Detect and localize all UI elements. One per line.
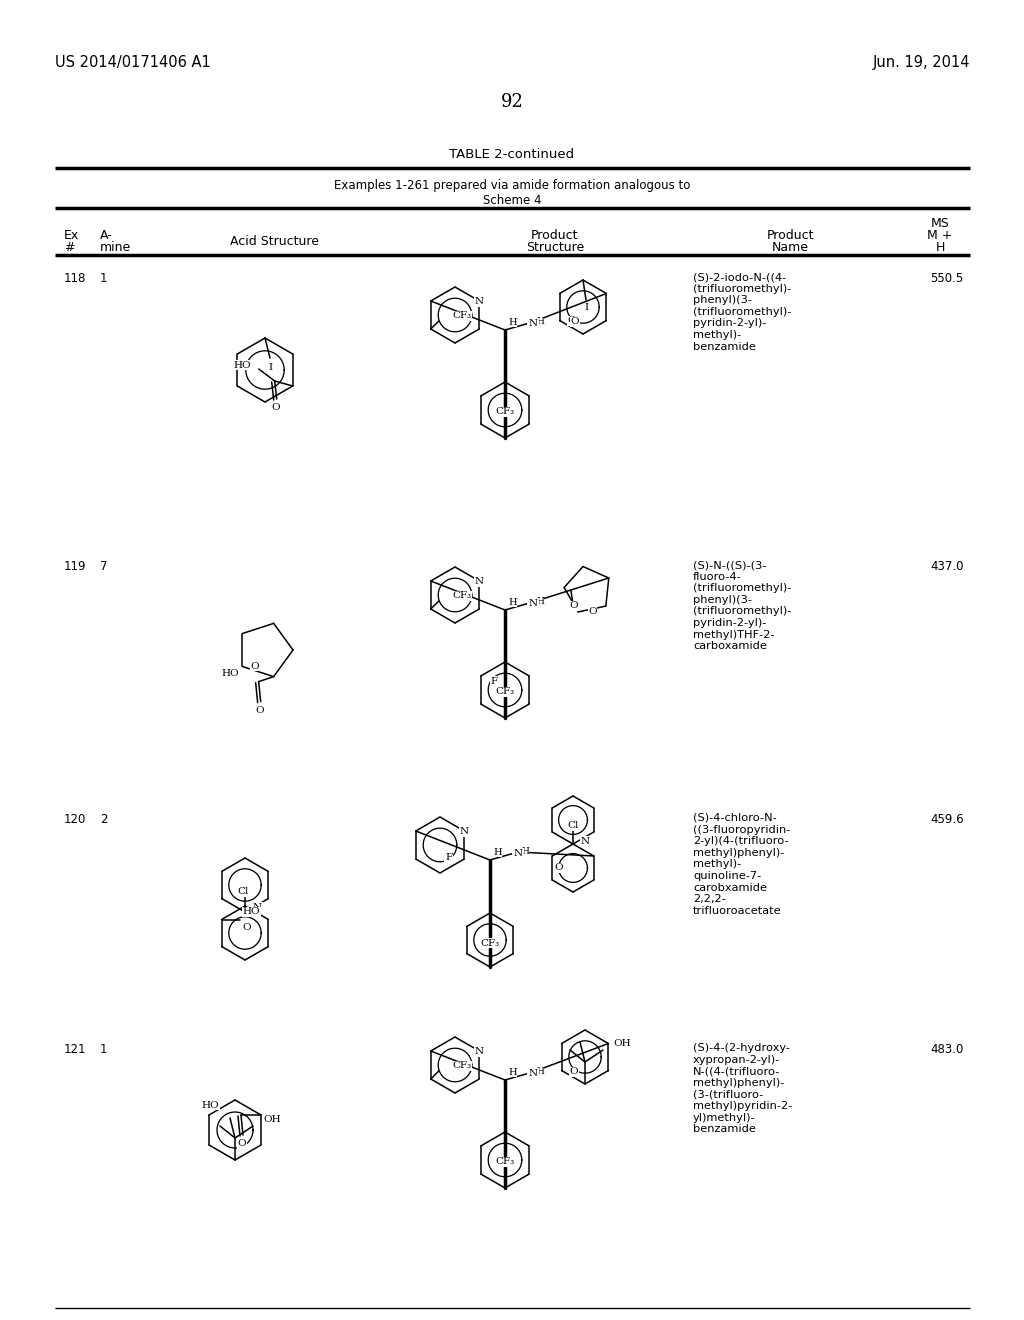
Text: MS: MS bbox=[931, 216, 949, 230]
Text: 550.5: 550.5 bbox=[930, 272, 964, 285]
Text: OH: OH bbox=[263, 1115, 281, 1125]
Text: (S)-4-(2-hydroxy-
xypropan-2-yl)-
N-((4-(trifluoro-
methyl)phenyl)-
(3-(trifluor: (S)-4-(2-hydroxy- xypropan-2-yl)- N-((4-… bbox=[693, 1043, 793, 1134]
Text: HO: HO bbox=[243, 908, 260, 916]
Text: Product: Product bbox=[766, 228, 814, 242]
Text: H: H bbox=[493, 847, 502, 857]
Text: H: H bbox=[508, 1068, 517, 1077]
Text: O: O bbox=[243, 923, 251, 932]
Text: Product: Product bbox=[531, 228, 579, 242]
Text: Scheme 4: Scheme 4 bbox=[482, 194, 542, 207]
Text: CF₃: CF₃ bbox=[453, 591, 472, 601]
Text: CF₃: CF₃ bbox=[496, 1158, 515, 1167]
Text: Cl: Cl bbox=[567, 821, 579, 830]
Text: N: N bbox=[513, 850, 522, 858]
Text: (S)-2-iodo-N-((4-
(trifluoromethyl)-
phenyl)(3-
(trifluoromethyl)-
pyridin-2-yl): (S)-2-iodo-N-((4- (trifluoromethyl)- phe… bbox=[693, 272, 792, 351]
Text: 92: 92 bbox=[501, 92, 523, 111]
Text: I: I bbox=[585, 304, 589, 313]
Text: A-: A- bbox=[100, 228, 113, 242]
Text: 1: 1 bbox=[100, 272, 108, 285]
Text: 118: 118 bbox=[63, 272, 86, 285]
Text: CF₃: CF₃ bbox=[496, 688, 515, 697]
Text: 437.0: 437.0 bbox=[930, 560, 964, 573]
Text: I: I bbox=[269, 363, 273, 372]
Text: 1: 1 bbox=[100, 1043, 108, 1056]
Text: OH: OH bbox=[613, 1040, 631, 1048]
Text: TABLE 2-continued: TABLE 2-continued bbox=[450, 148, 574, 161]
Text: O: O bbox=[569, 602, 579, 610]
Text: Jun. 19, 2014: Jun. 19, 2014 bbox=[873, 55, 971, 70]
Text: O: O bbox=[255, 706, 264, 715]
Text: (S)-N-((S)-(3-
fluoro-4-
(trifluoromethyl)-
phenyl)(3-
(trifluoromethyl)-
pyridi: (S)-N-((S)-(3- fluoro-4- (trifluoromethy… bbox=[693, 560, 792, 651]
Text: US 2014/0171406 A1: US 2014/0171406 A1 bbox=[55, 55, 211, 70]
Text: O: O bbox=[588, 607, 597, 616]
Text: O: O bbox=[567, 317, 577, 325]
Text: mine: mine bbox=[100, 242, 131, 253]
Text: F: F bbox=[490, 676, 498, 685]
Text: CF₃: CF₃ bbox=[496, 408, 515, 417]
Text: Name: Name bbox=[771, 242, 809, 253]
Text: N: N bbox=[460, 826, 469, 836]
Text: N: N bbox=[475, 1047, 483, 1056]
Text: F: F bbox=[445, 854, 453, 862]
Text: Ex: Ex bbox=[63, 228, 79, 242]
Text: HO: HO bbox=[202, 1101, 219, 1110]
Text: 119: 119 bbox=[63, 560, 86, 573]
Text: N: N bbox=[528, 319, 538, 329]
Text: M +: M + bbox=[928, 228, 952, 242]
Text: #: # bbox=[63, 242, 75, 253]
Text: 120: 120 bbox=[63, 813, 86, 826]
Text: Cl: Cl bbox=[238, 887, 249, 896]
Text: 7: 7 bbox=[100, 560, 108, 573]
Text: O: O bbox=[271, 403, 280, 412]
Text: 2: 2 bbox=[100, 813, 108, 826]
Text: H: H bbox=[508, 598, 517, 607]
Text: Structure: Structure bbox=[526, 242, 584, 253]
Text: N: N bbox=[528, 599, 538, 609]
Text: H: H bbox=[935, 242, 945, 253]
Text: H: H bbox=[536, 1067, 544, 1076]
Text: N: N bbox=[528, 1069, 538, 1078]
Text: N: N bbox=[253, 903, 262, 912]
Text: Acid Structure: Acid Structure bbox=[230, 235, 319, 248]
Text: O: O bbox=[569, 1068, 578, 1076]
Text: H: H bbox=[536, 317, 544, 326]
Text: N: N bbox=[475, 577, 483, 586]
Text: CF₃: CF₃ bbox=[453, 1061, 472, 1071]
Text: N: N bbox=[581, 837, 590, 846]
Text: O: O bbox=[555, 863, 563, 873]
Text: O: O bbox=[250, 661, 259, 671]
Text: HO: HO bbox=[221, 669, 239, 678]
Text: CF₃: CF₃ bbox=[453, 312, 472, 321]
Text: O: O bbox=[238, 1139, 247, 1148]
Text: 121: 121 bbox=[63, 1043, 86, 1056]
Text: (S)-4-chloro-N-
((3-fluoropyridin-
2-yl)(4-(trifluoro-
methyl)phenyl)-
methyl)-
: (S)-4-chloro-N- ((3-fluoropyridin- 2-yl)… bbox=[693, 813, 791, 916]
Text: H: H bbox=[508, 318, 517, 327]
Text: H: H bbox=[521, 847, 528, 855]
Text: Examples 1-261 prepared via amide formation analogous to: Examples 1-261 prepared via amide format… bbox=[334, 180, 690, 191]
Text: H: H bbox=[536, 597, 544, 606]
Text: CF₃: CF₃ bbox=[480, 939, 500, 948]
Text: 483.0: 483.0 bbox=[930, 1043, 964, 1056]
Text: 459.6: 459.6 bbox=[930, 813, 964, 826]
Text: N: N bbox=[475, 297, 483, 305]
Text: O: O bbox=[570, 317, 579, 326]
Text: HO: HO bbox=[233, 360, 251, 370]
